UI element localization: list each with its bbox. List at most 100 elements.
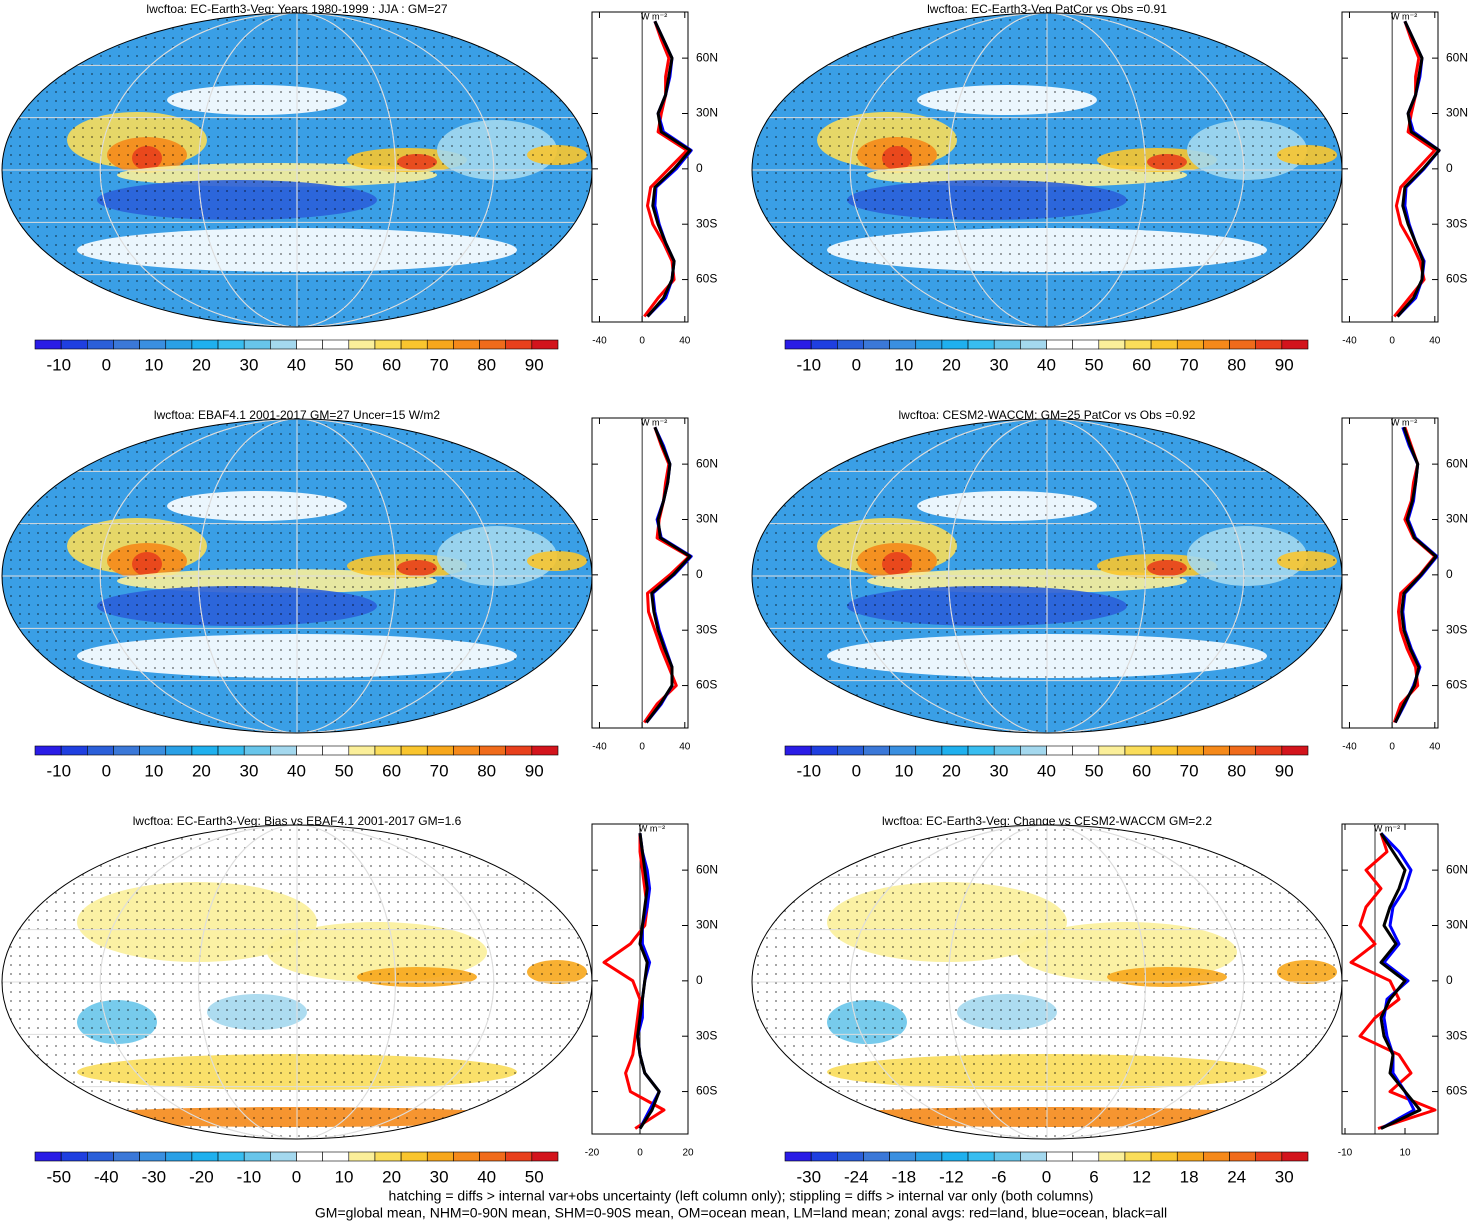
y-tick-label: 60S [696,1084,717,1098]
colorbar-box [1150,745,1178,756]
colorbar-box [296,745,323,756]
colorbar-tick-label: 12 [1132,1167,1151,1186]
units-label: W m⁻² [639,823,665,833]
colorbar-box [87,339,114,350]
colorbar-tick-label: 60 [382,355,401,374]
colorbar-box [191,1151,219,1162]
zonal-frame [1341,417,1439,729]
colorbar-tick-label: 90 [525,761,544,780]
colorbar-box [1150,339,1178,350]
colorbar-box [1281,1151,1309,1162]
y-tick-label: 0 [696,567,703,581]
colorbar-box [967,745,995,756]
colorbar-box [1072,1151,1100,1162]
colorbar-box [810,1151,838,1162]
colorbar-tick-label: 0 [102,761,111,780]
colorbar-tick-label: 30 [1275,1167,1294,1186]
x-tick-label: -10 [1338,1148,1353,1159]
footnote: hatching = diffs > internal var+obs unce… [389,1188,1094,1204]
y-tick-label: 0 [1446,973,1453,987]
colorbar-box [941,745,969,756]
zonal-line [636,833,661,1130]
x-tick-label: 40 [1429,742,1441,753]
colorbar-box [113,1151,140,1162]
colorbar-tick-label: 0 [102,355,111,374]
colorbar-box [505,1151,533,1162]
colorbar-tick-label: 70 [1180,355,1199,374]
x-tick-label: -40 [1342,336,1357,347]
colorbar-tick-label: -10 [796,761,821,780]
colorbar-box [967,339,995,350]
colorbar-box [784,745,812,756]
units-label: W m⁻² [1391,11,1417,21]
x-tick-label: -20 [585,1148,600,1159]
zonal-line [1379,832,1422,1130]
colorbar-box [1150,1151,1178,1162]
zonal-line [646,20,692,318]
y-tick-label: 60N [696,862,718,876]
colorbar-tick-label: 70 [430,355,449,374]
colorbar-tick-label: -10 [46,761,71,780]
y-tick-label: 60N [1446,50,1468,64]
colorbar-box [165,745,193,756]
colorbar-box [1020,745,1047,756]
colorbar-box [270,339,297,350]
y-tick-label: 0 [696,973,703,987]
units-label: W m⁻² [1391,417,1417,427]
map-field [2,419,592,733]
colorbar-box [296,339,323,350]
colorbar-tick-label: -40 [94,1167,119,1186]
colorbar-tick-label: 0 [1042,1167,1051,1186]
colorbar-box [531,1151,559,1162]
colorbar-box [400,1151,428,1162]
colorbar-box [1046,339,1073,350]
colorbar-box [191,745,219,756]
colorbar-box [139,1151,167,1162]
colorbar-box [1098,1151,1126,1162]
colorbar-tick-label: 10 [894,355,913,374]
colorbar-tick-label: 18 [1180,1167,1199,1186]
x-tick-label: 0 [639,336,645,347]
colorbar-tick-label: 30 [239,761,258,780]
colorbar-box [1046,1151,1073,1162]
colorbar-tick-label: -6 [991,1167,1006,1186]
colorbar-tick-label: 50 [335,761,354,780]
colorbar-box [1281,745,1309,756]
colorbar-box [165,339,193,350]
colorbar-tick-label: -18 [892,1167,917,1186]
colorbar-box [836,1151,864,1162]
colorbar-box [479,1151,506,1162]
map-field [2,825,592,1139]
y-tick-label: 30S [1446,1028,1467,1042]
colorbar-box [1176,745,1204,756]
colorbar-box [1072,745,1100,756]
colorbar-box [426,745,454,756]
colorbar-tick-label: 30 [989,761,1008,780]
colorbar-box [34,745,62,756]
units-label: W m⁻² [641,11,667,21]
colorbar-box [348,1151,376,1162]
colorbar-box [348,745,376,756]
colorbar-box [863,339,890,350]
colorbar-tick-label: 40 [287,355,306,374]
colorbar-box [113,339,140,350]
colorbar-tick-label: 30 [989,355,1008,374]
panel-title: lwcftoa: EC-Earth3-Veg: Bias vs EBAF4.1 … [133,814,462,828]
colorbar-box [217,339,245,350]
x-tick-label: 20 [682,1148,694,1159]
colorbar-box [505,745,533,756]
y-tick-label: 60S [696,272,717,286]
zonal-line [645,426,692,724]
colorbar-box [453,745,480,756]
colorbar-tick-label: 20 [942,355,961,374]
colorbar-tick-label: 80 [477,355,496,374]
colorbar-box [243,339,271,350]
colorbar-tick-label: -24 [844,1167,869,1186]
map-field [2,13,592,327]
colorbar-box [889,1151,917,1162]
x-tick-label: 0 [1389,742,1395,753]
y-tick-label: 30S [1446,216,1467,230]
colorbar-tick-label: 40 [287,761,306,780]
y-tick-label: 60N [1446,862,1468,876]
colorbar-box [34,1151,62,1162]
